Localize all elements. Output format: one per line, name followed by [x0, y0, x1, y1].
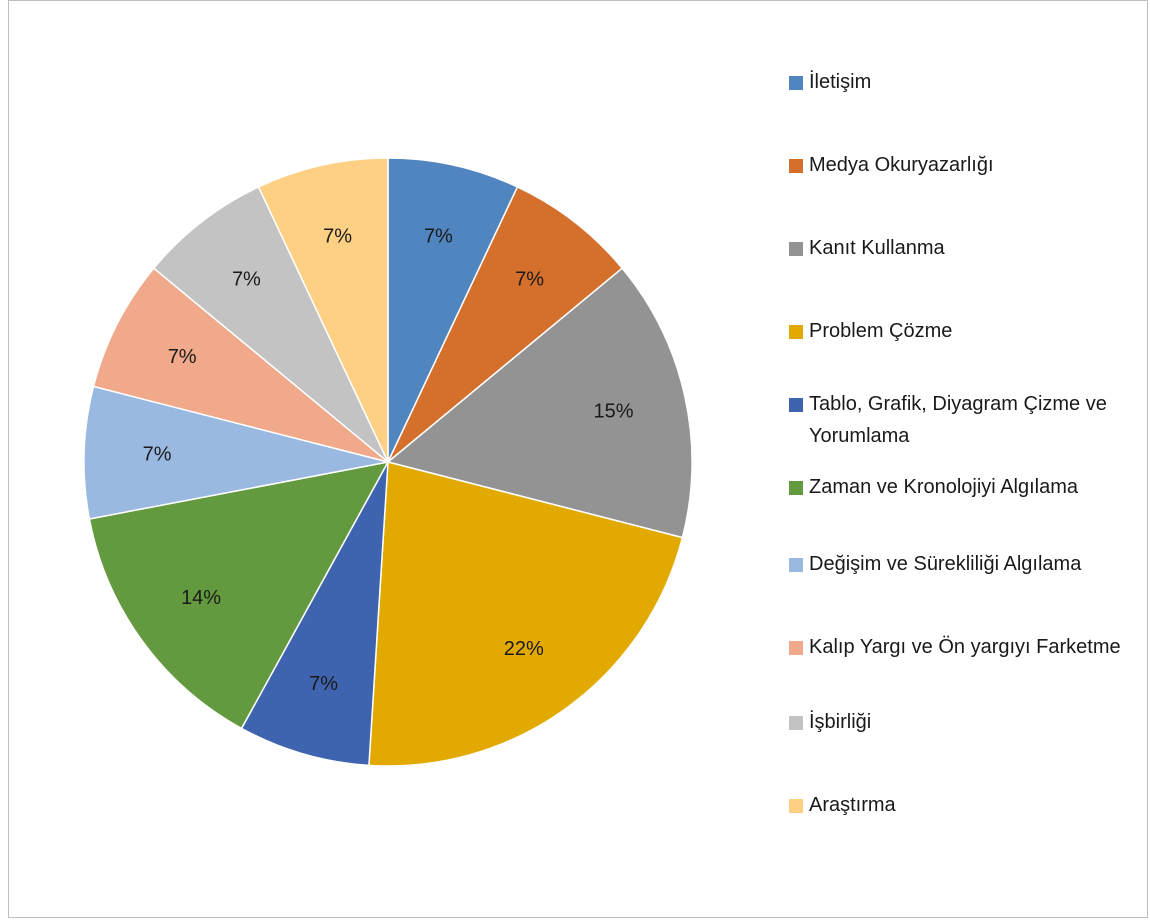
legend-item-iletisim: İletişim [789, 71, 1149, 98]
legend-swatch [789, 242, 803, 256]
legend-item-arastirma: Araştırma [789, 794, 1149, 821]
data-label-degisim-ve-surekliligi-algilama: 7% [143, 444, 172, 466]
legend-item-tablo-grafik-diyagram-cizme-ve-yorumlama: Tablo, Grafik, Diyagram Çizme ve Yorumla… [789, 393, 1149, 452]
legend-item-degisim-ve-surekliligi-algilama: Değişim ve Sürekliliği Algılama [789, 553, 1149, 580]
legend-label: Değişim ve Sürekliliği Algılama [809, 553, 1082, 575]
legend-item-problem-cozme: Problem Çözme [789, 320, 1149, 347]
pie-slice-zaman-ve-kronolojiyi-algilama [88, 460, 390, 730]
pie-slice-problem-cozme [368, 461, 684, 767]
legend-item-kalip-yargi-ve-on-yargiyi-farketme: Kalıp Yargı ve Ön yargıyı Farketme [789, 636, 1149, 663]
pie-slice-isbirligi [152, 185, 389, 463]
legend-label: Kanıt Kullanma [809, 237, 945, 259]
legend-swatch [789, 481, 803, 495]
legend-item-isbirligi: İşbirliği [789, 711, 1149, 738]
legend-label: İletişim [809, 71, 872, 93]
data-label-isbirligi: 7% [232, 268, 261, 290]
data-label-medya-okuryazarligi: 7% [515, 268, 544, 290]
legend-swatch [789, 325, 803, 339]
pie-slice-medya-okuryazarligi [387, 185, 624, 463]
legend-label: Kalıp Yargı ve Ön yargıyı Farketme [809, 636, 1121, 658]
legend-swatch [789, 716, 803, 730]
legend-swatch [789, 558, 803, 572]
legend-swatch [789, 799, 803, 813]
pie-slice-arastirma [257, 157, 389, 463]
legend-swatch [789, 398, 803, 412]
legend-label: Zaman ve Kronolojiyi Algılama [809, 476, 1079, 498]
pie-slice-degisim-ve-surekliligi-algilama [83, 385, 389, 520]
chart-area: 7% 7% 15% 22% 7% 14% 7% 7% 7% 7% İletişim Medya Ok… [8, 0, 1148, 918]
data-label-zaman-ve-kronolojiyi-algilama: 14% [181, 587, 221, 609]
data-label-arastirma: 7% [323, 226, 352, 248]
pie-chart: 7% 7% 15% 22% 7% 14% 7% 7% 7% 7% [83, 157, 693, 767]
legend-item-zaman-ve-kronolojiyi-algilama: Zaman ve Kronolojiyi Algılama [789, 476, 1149, 503]
legend-label: İşbirliği [809, 711, 872, 733]
pie-slice-kalip-yargi-ve-on-yargiyi-farketme [92, 267, 389, 463]
legend-label: Medya Okuryazarlığı [809, 154, 994, 176]
legend-label: Araştırma [809, 794, 896, 816]
data-label-problem-cozme: 22% [504, 638, 544, 660]
pie-slice-tablo-grafik-diyagram-cizme-ve-yorumlama [240, 461, 389, 767]
data-label-tablo-grafik-diyagram-cizme-ve-yorumlama: 7% [309, 673, 338, 695]
data-label-kanit-kullanma: 15% [593, 401, 633, 423]
data-label-iletisim: 7% [424, 226, 453, 248]
legend-swatch [789, 76, 803, 90]
data-label-kalip-yargi-ve-on-yargiyi-farketme: 7% [168, 346, 197, 368]
legend-item-medya-okuryazarligi: Medya Okuryazarlığı [789, 154, 1149, 181]
pie-slice-iletisim [387, 157, 519, 463]
legend-swatch [789, 159, 803, 173]
legend-swatch [789, 641, 803, 655]
pie-slice-kanit-kullanma [386, 267, 693, 539]
legend-label: Problem Çözme [809, 320, 953, 342]
legend-item-kanit-kullanma: Kanıt Kullanma [789, 237, 1149, 264]
legend-label: Tablo, Grafik, Diyagram Çizme ve Yorumla… [809, 393, 1107, 447]
